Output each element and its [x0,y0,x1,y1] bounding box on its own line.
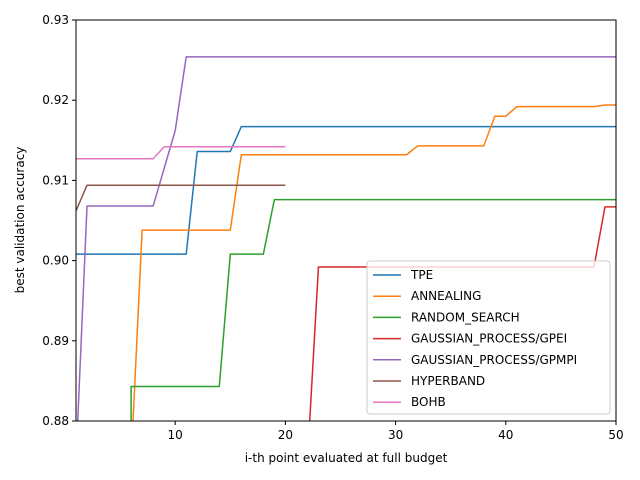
y-tick-label: 0.91 [42,173,69,187]
y-tick-label: 0.89 [42,334,69,348]
x-tick-label: 30 [388,428,403,442]
series-line-hyperband [76,184,286,212]
legend: TPE ANNEALING RANDOM_SEARCH GAUSSIAN_PROCES… [366,260,611,415]
x-axis-label: i-th point evaluated at full budget [245,451,448,465]
series-line-bohb [76,145,286,160]
legend-label: TPE [410,268,433,282]
legend-label: RANDOM_SEARCH [411,310,520,324]
legend-box [366,260,611,415]
y-tick-label: 0.93 [42,13,69,27]
x-tick-label: 50 [608,428,623,442]
series-line-random-search [130,198,616,421]
legend-label: ANNEALING [411,289,481,303]
legend-label: GAUSSIAN_PROCESS/GPMPI [411,353,577,367]
legend-label: GAUSSIAN_PROCESS/GPEI [411,332,567,346]
y-tick-label: 0.88 [42,414,69,428]
series-layer [76,56,616,421]
y-axis-label: best validation accuracy [13,147,27,294]
series-line-annealing [132,104,616,421]
legend-label: HYPERBAND [411,374,485,388]
plot-frame [75,19,617,422]
y-tick-label: 0.92 [42,93,69,107]
x-axis-ticks: 10 20 30 40 50 [168,421,624,442]
series-line-gaussian-process-gpmpi [76,56,616,421]
y-axis-ticks: 0.88 0.89 0.90 0.91 0.92 0.93 [42,13,76,428]
y-tick-label: 0.90 [42,254,69,268]
x-tick-label: 40 [498,428,513,442]
series-line-tpe [76,125,616,255]
x-tick-label: 10 [168,428,183,442]
legend-label: BOHB [411,395,446,409]
x-tick-label: 20 [278,428,293,442]
